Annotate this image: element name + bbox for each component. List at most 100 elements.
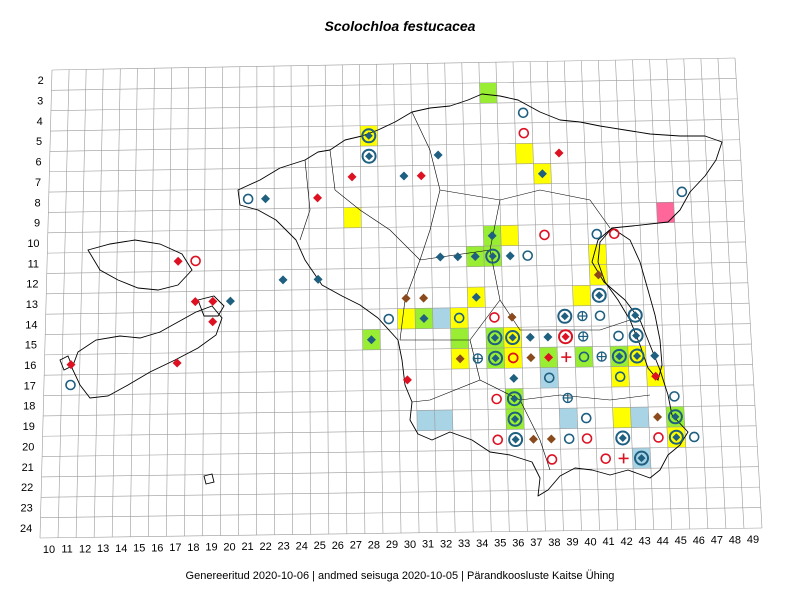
occurrence-diamond-34-11 (470, 251, 480, 261)
circle-marker (488, 350, 504, 366)
col-label: 35 (494, 538, 506, 550)
occurrence-diamond-27-7 (347, 172, 357, 182)
circle-marker (613, 330, 624, 342)
occurrence-circle-42-17 (614, 371, 626, 383)
circle-marker (614, 371, 626, 383)
circle-marker (615, 430, 631, 446)
occurrence-circle-42-15 (613, 330, 624, 342)
diamond-marker (544, 352, 554, 362)
row-label: 7 (35, 177, 41, 189)
col-label: 28 (368, 539, 380, 551)
occurrence-circle-41-10 (591, 228, 603, 240)
grid-vline (461, 62, 474, 533)
occurrence-diamond-in-circle-43-15 (628, 328, 644, 344)
col-label: 21 (241, 541, 253, 553)
col-label: 17 (169, 542, 181, 554)
diamond-marker (510, 394, 519, 403)
grid-vline (717, 58, 745, 529)
col-label: 45 (675, 535, 687, 547)
occurrence-diamond-30-7 (399, 171, 409, 181)
diamond-marker (537, 169, 547, 179)
row-label: 3 (37, 96, 43, 108)
grid-vline (393, 63, 402, 534)
circle-marker (608, 228, 620, 240)
diamond-marker (260, 194, 270, 204)
grid-vline (734, 57, 763, 529)
circle-marker (668, 429, 684, 445)
grid-vline (290, 65, 294, 535)
hiiumaa-outline (87, 239, 193, 291)
occurrence-diamond-25-8 (313, 193, 323, 203)
occurrence-diamond-36-11 (505, 251, 515, 261)
grid-vline (444, 63, 456, 533)
occurrence-diamond-17-11 (173, 256, 183, 266)
occurrence-diamond-19-13 (208, 296, 218, 306)
circle-marker (591, 287, 607, 303)
diamond-marker (593, 270, 603, 280)
occurrence-diamond-23-12 (278, 275, 288, 285)
row-label: 11 (28, 258, 39, 270)
grid-vline (202, 67, 206, 536)
occurrence-circle-42-10 (608, 228, 620, 240)
row-label: 24 (20, 523, 32, 535)
grid-hline (39, 527, 763, 539)
occurrence-circle-11-17 (65, 379, 76, 391)
grid-vline (683, 58, 709, 529)
grid-hline (49, 139, 740, 152)
occurrence-diamond-in-circle-35-16 (488, 350, 504, 366)
diamond-marker (399, 171, 409, 181)
col-label: 39 (566, 537, 578, 549)
grid-vline (238, 66, 241, 536)
occurrence-diamond-in-circle-42-20 (615, 430, 631, 446)
occurrence-circle-46-20 (688, 431, 700, 443)
occurrence-plus-42-21 (618, 453, 629, 464)
diamond-marker (471, 292, 481, 302)
col-label: 16 (151, 542, 163, 554)
diamond-marker (650, 351, 660, 361)
occurrence-diamond-in-circle-35-11 (485, 248, 501, 264)
diamond-marker (365, 152, 374, 161)
grid-hline (50, 98, 738, 111)
circle-marker (517, 107, 529, 119)
occurrence-diamond-31-7 (416, 171, 426, 181)
occurrence-diamond-in-circle-36-18 (506, 391, 522, 407)
row-label: 8 (34, 197, 40, 209)
circle-marker (629, 348, 645, 364)
grid-cell-30-14 (397, 308, 416, 330)
grid-cell-45-9 (656, 202, 675, 223)
grid-cell-40-13 (572, 285, 591, 306)
occurrence-cross-circle-41-16 (596, 351, 607, 362)
occurrence-diamond-in-circle-43-21 (634, 450, 650, 466)
circle-marker (557, 308, 573, 324)
grid-vline (581, 60, 600, 531)
occurrence-cross-circle-40-15 (577, 331, 589, 342)
occurrence-diamond-37-20 (528, 434, 538, 444)
circle-marker (543, 372, 555, 384)
grid-hline (42, 425, 757, 437)
circle-marker (507, 352, 519, 364)
circle-marker (581, 433, 593, 444)
col-label: 18 (187, 542, 199, 554)
grid-hline (47, 241, 746, 254)
col-label: 14 (115, 543, 127, 555)
grid-hline (45, 323, 751, 335)
grid-vline (427, 63, 438, 533)
circle-marker (506, 391, 522, 407)
occurrence-circle-44-20 (653, 432, 664, 443)
circle-marker (676, 186, 688, 198)
occurrence-diamond-39-6 (554, 148, 564, 158)
lake-peipus-outline (597, 227, 663, 381)
grid-vline (220, 66, 224, 536)
circle-marker (653, 432, 664, 443)
occurrence-circle-39-20 (563, 433, 575, 445)
occurrence-diamond-in-circle-45-20 (668, 429, 684, 445)
col-label: 34 (476, 538, 488, 550)
grid-hline (42, 445, 758, 457)
col-label: 29 (386, 539, 398, 551)
occurrence-circle-35-14 (489, 312, 500, 323)
grid-cell-39-19 (559, 408, 578, 429)
diamond-marker (402, 375, 412, 385)
grid-vline (359, 64, 366, 534)
circle-marker (65, 379, 76, 391)
grid-cell-31-19 (416, 410, 435, 431)
